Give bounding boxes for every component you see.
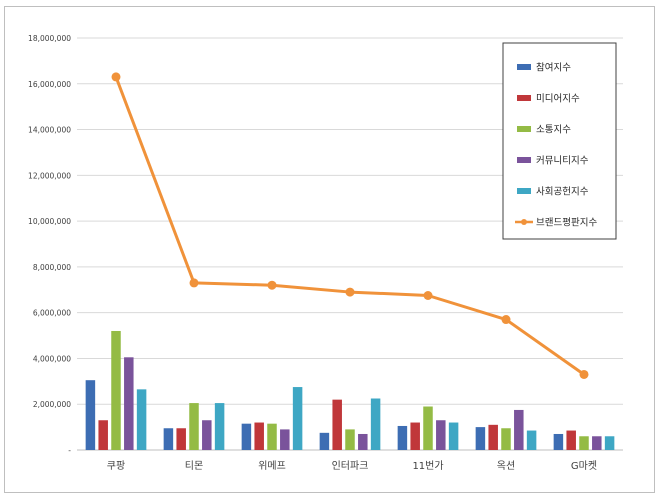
line-series [111,72,589,379]
legend-label: 사회공헌지수 [536,187,589,198]
x-tick-label: 인터파크 [332,460,369,472]
bar [254,422,264,450]
bar [514,409,524,450]
bar [488,424,498,450]
x-tick-label: 티몬 [185,460,203,472]
bars [85,330,615,450]
legend-label: 브랜드평판지수 [536,218,597,229]
bar [553,433,564,450]
bar [124,357,134,450]
bar [579,436,589,450]
bar [397,425,408,450]
legend-label: 소통지수 [536,125,571,136]
y-tick-label: 16,000,000 [28,80,71,89]
bar [189,403,199,450]
legend-swatch [517,157,531,163]
bar [85,380,96,450]
legend-swatch [517,126,531,132]
bar [280,429,290,450]
y-tick-label: 6,000,000 [33,309,71,318]
line-point [345,287,355,297]
x-tick-label: 옥션 [497,460,515,472]
y-tick-label: 18,000,000 [28,34,71,43]
line-point [189,278,199,288]
bar [501,428,511,450]
line-point [579,369,589,379]
legend-box [502,42,617,240]
bar [176,428,186,450]
x-tick-label: 위메프 [258,459,286,472]
gridlines [77,37,623,451]
line-point [423,291,433,300]
bar [241,423,252,450]
y-tick-label: - [68,446,71,455]
bar [410,422,420,450]
bar [358,433,368,450]
x-tick-label: G마켓 [571,460,597,472]
bar [448,422,459,450]
legend-label: 미디어지수 [536,94,580,105]
bar [214,403,225,450]
bar [292,387,303,450]
bar [267,423,277,450]
y-tick-label: 10,000,000 [28,217,71,226]
bar [98,420,108,450]
y-tick-label: 8,000,000 [33,263,71,272]
legend-swatch [517,188,531,194]
bar [436,420,446,450]
bar [136,389,147,450]
line-point [501,315,511,325]
y-tick-label: 14,000,000 [28,126,71,135]
y-tick-label: 2,000,000 [33,400,71,409]
y-axis: - 2,000,000 4,000,000 6,000,000 8,000,000 10,… [28,34,71,455]
legend-swatch [517,64,531,70]
chart: - 2,000,000 4,000,000 6,000,000 8,000,000 10,… [28,34,623,472]
legend-label: 참여지수 [536,62,571,74]
legend-label: 커뮤니티지수 [536,156,589,167]
bar [423,406,433,450]
bar [604,436,615,450]
bar [592,436,602,450]
bar [111,330,121,450]
bar [475,427,486,450]
x-tick-label: 11번가 [412,460,443,472]
y-tick-label: 4,000,000 [33,354,71,363]
x-axis: 쿠팡 티몬 위메프 인터파크 11번가 옥션 G마켓 [107,459,597,472]
y-tick-label: 12,000,000 [28,171,71,180]
bar [526,430,537,450]
line-point [267,280,277,290]
x-tick-label: 쿠팡 [107,460,125,472]
bar [163,428,174,450]
bar [566,430,576,450]
bar [332,399,342,450]
bar [370,398,381,450]
bar [319,432,330,450]
chart-frame: - 2,000,000 4,000,000 6,000,000 8,000,000 10,… [4,6,655,493]
line-point [111,72,121,82]
legend-swatch-marker [521,219,527,225]
bar [345,429,355,450]
bar [202,420,212,450]
legend-swatch [517,95,531,101]
